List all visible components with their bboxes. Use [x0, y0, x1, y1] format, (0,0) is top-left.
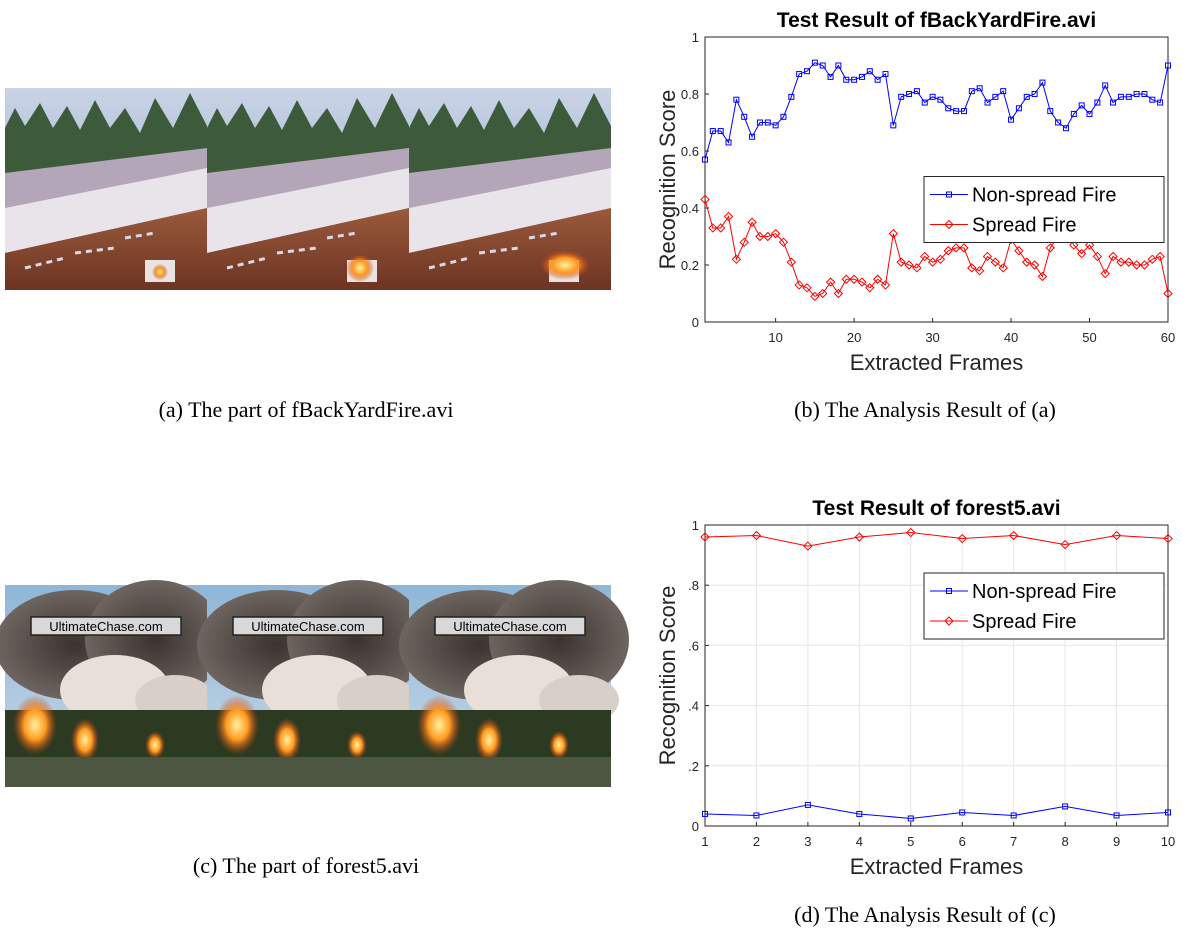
- figure: UltimateChase.com UltimateChase.com Ulti…: [0, 0, 1183, 935]
- x-tick-label: 10: [768, 330, 782, 345]
- legend-label: Spread Fire: [972, 611, 1077, 633]
- plot-area: [705, 525, 1168, 826]
- chart-title: Test Result of fBackYardFire.avi: [777, 9, 1096, 32]
- x-tick-label: 1: [701, 834, 708, 849]
- x-tick-label: 60: [1161, 330, 1175, 345]
- x-tick-label: 2: [753, 834, 760, 849]
- watermark: UltimateChase.com: [251, 619, 364, 634]
- legend-label: Non-spread Fire: [972, 581, 1117, 603]
- y-tick-label: 1: [692, 518, 699, 533]
- x-axis-label: Extracted Frames: [850, 350, 1024, 375]
- caption: (b) The Analysis Result of (a): [794, 397, 1056, 422]
- x-tick-label: 7: [1010, 834, 1017, 849]
- x-axis-label: Extracted Frames: [850, 854, 1024, 879]
- x-tick-label: 40: [1004, 330, 1018, 345]
- watermark: UltimateChase.com: [49, 619, 162, 634]
- x-tick-label: 6: [959, 834, 966, 849]
- x-tick-label: 50: [1082, 330, 1096, 345]
- y-tick-label: 0: [692, 315, 699, 330]
- y-axis-label: Recognition Score: [655, 586, 680, 766]
- y-tick-label: 1: [692, 30, 699, 45]
- x-tick-label: 9: [1113, 834, 1120, 849]
- legend-label: Spread Fire: [972, 215, 1077, 237]
- legend-label: Non-spread Fire: [972, 185, 1117, 207]
- x-tick-label: 20: [847, 330, 861, 345]
- photo-strip-a: [5, 88, 611, 290]
- caption: (a) The part of fBackYardFire.avi: [159, 397, 454, 422]
- chart-title: Test Result of forest5.avi: [812, 497, 1060, 520]
- y-tick-label: 0.4: [681, 201, 699, 216]
- caption: (d) The Analysis Result of (c): [794, 902, 1056, 927]
- y-tick-label: 0.8: [681, 87, 699, 102]
- photo-strip-c: UltimateChase.com UltimateChase.com Ulti…: [0, 580, 629, 787]
- y-tick-label: .4: [688, 699, 699, 714]
- y-tick-label: 0.6: [681, 144, 699, 159]
- x-tick-label: 5: [907, 834, 914, 849]
- x-tick-label: 3: [804, 834, 811, 849]
- y-tick-label: .8: [688, 578, 699, 593]
- y-tick-label: 0: [692, 819, 699, 834]
- x-tick-label: 4: [856, 834, 863, 849]
- y-tick-label: .6: [688, 638, 699, 653]
- figure-page: UltimateChase.com UltimateChase.com Ulti…: [0, 0, 1183, 935]
- x-tick-label: 30: [925, 330, 939, 345]
- x-tick-label: 8: [1061, 834, 1068, 849]
- y-axis-label: Recognition Score: [655, 90, 680, 270]
- caption: (c) The part of forest5.avi: [193, 853, 419, 878]
- y-tick-label: .2: [688, 759, 699, 774]
- watermark: UltimateChase.com: [453, 619, 566, 634]
- x-tick-label: 10: [1161, 834, 1175, 849]
- y-tick-label: 0.2: [681, 258, 699, 273]
